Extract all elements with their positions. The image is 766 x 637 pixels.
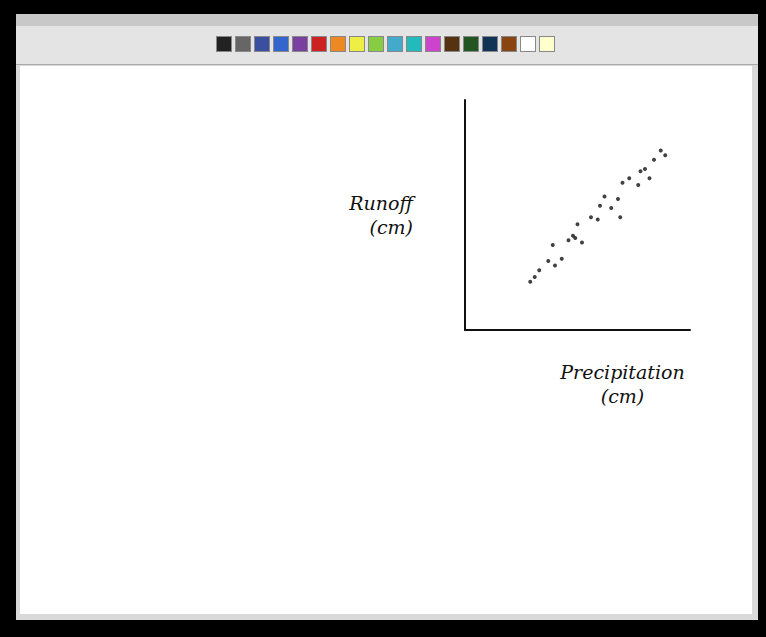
svg-text:Runoff: Runoff xyxy=(348,192,416,214)
svg-text:(cm): (cm) xyxy=(370,216,413,238)
svg-text:(cm): (cm) xyxy=(601,385,644,407)
svg-text:Precipitation: Precipitation xyxy=(559,361,684,383)
